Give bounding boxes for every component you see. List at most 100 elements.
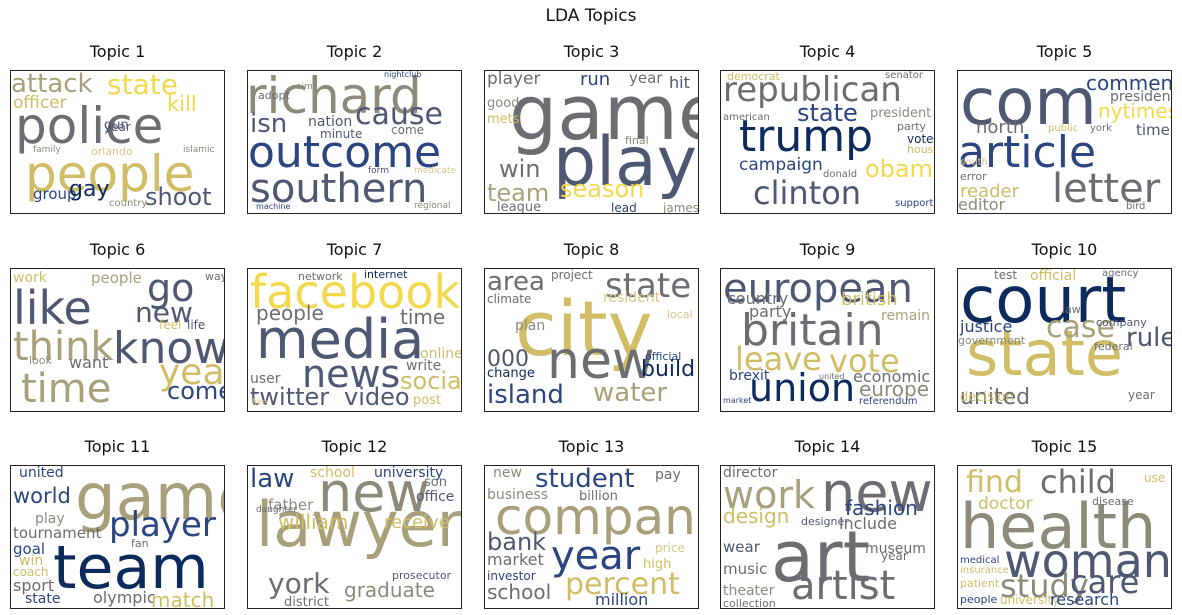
topic-panel: Topic 15 health woman child find use doctor dis…	[957, 437, 1172, 609]
topic-word: bird	[1126, 201, 1146, 212]
topic-word: team	[487, 179, 550, 207]
topic-panel: Topic 4 republican trump clinton state democr…	[720, 42, 935, 214]
topic-panel: Topic 1 police people attack state officer kil…	[10, 42, 225, 214]
topic-word: union	[749, 366, 856, 410]
topic-word: james	[663, 201, 699, 214]
topic-word: look	[29, 354, 52, 367]
topic-word: justice	[960, 317, 1013, 336]
topic-word: investor	[487, 569, 536, 583]
word-cloud: lawyer new law school university son father off…	[247, 465, 462, 609]
topic-word: like	[13, 281, 92, 335]
topic-word: public	[1048, 123, 1079, 134]
word-cloud: com article letter comment president nytimes n…	[957, 70, 1172, 214]
topic-word: student	[535, 465, 635, 494]
topic-word: officer	[13, 93, 67, 113]
topic-word: senator	[885, 70, 923, 81]
topic-panel: Topic 14 art new artist work director fashion d…	[720, 437, 935, 609]
topic-word: article	[958, 127, 1097, 178]
topic-word: team	[53, 533, 209, 603]
topic-word: brexit	[729, 368, 770, 384]
topic-word: people	[91, 269, 142, 287]
topic-word: democrat	[727, 70, 780, 83]
topic-word: new	[547, 331, 655, 391]
topic-word: clinton	[753, 174, 862, 212]
topic-word: president	[870, 106, 932, 121]
topic-word: goal	[13, 540, 46, 558]
word-cloud: city new state area project resident climate lo…	[484, 268, 699, 412]
topic-word: year	[159, 352, 225, 393]
topic-word: nytimes	[1098, 99, 1172, 123]
topic-word: reader	[960, 181, 1020, 202]
topic-word: year	[629, 70, 663, 87]
topic-word: study	[1000, 567, 1089, 605]
topic-word: year	[104, 120, 131, 134]
topic-word: year	[1128, 388, 1155, 402]
topic-word: doctor	[978, 494, 1033, 514]
topic-word: wear	[723, 538, 760, 556]
topic-word: child	[1040, 465, 1116, 501]
topic-word: nightclub	[384, 70, 422, 79]
topic-panel: Topic 10 court state case rule justice united t…	[957, 240, 1172, 412]
topic-word: kill	[167, 92, 197, 116]
topic-word: state	[25, 591, 61, 607]
word-cloud: police people attack state officer kill gun yea…	[10, 70, 225, 214]
topic-word: york	[1090, 123, 1112, 134]
topic-word: media	[256, 308, 425, 371]
topic-word: patient	[960, 577, 1000, 590]
topic-word: remain	[881, 308, 931, 324]
topic-word: trump	[739, 111, 874, 162]
topic-word: police	[15, 97, 164, 155]
topic-word: agency	[1102, 268, 1139, 279]
topic-word: southern	[250, 166, 428, 212]
topic-word: country	[727, 289, 789, 308]
topic-word: win	[19, 553, 44, 569]
topic-word: letter	[1052, 166, 1161, 212]
topic-word: twitter	[250, 383, 330, 411]
word-cloud: european britain union vote leave country brit…	[720, 268, 935, 412]
topic-word: year	[551, 533, 641, 579]
topic-word: percent	[565, 567, 680, 602]
topic-word: york	[268, 567, 330, 600]
topic-word: error	[960, 170, 987, 183]
topic-word: season	[560, 175, 645, 203]
topic-word: orlando	[91, 145, 133, 158]
topic-word: district	[284, 595, 329, 609]
topic-word: research	[1050, 590, 1120, 609]
topic-word: british	[841, 289, 898, 310]
topic-word: house	[907, 143, 934, 156]
topic-word: network	[298, 270, 343, 283]
topic-word: university	[1000, 593, 1060, 607]
topic-word: fan	[131, 537, 149, 550]
topic-panel: Topic 13 companyyearpercent student new pay b…	[484, 437, 699, 609]
topic-word: court	[960, 268, 1127, 338]
topic-word: include	[839, 514, 897, 533]
topic-word: gay	[69, 177, 110, 202]
topic-title: Topic 13	[558, 437, 625, 456]
topic-word: hit	[669, 73, 690, 92]
topic-word: son	[424, 475, 447, 490]
topic-word: final	[625, 134, 649, 147]
word-cloud: health woman child find use doctor disease stud…	[957, 465, 1172, 609]
topic-title: Topic 4	[799, 42, 856, 61]
topic-word: new	[135, 296, 193, 329]
topic-word: world	[13, 484, 71, 508]
topic-word: water	[593, 378, 668, 408]
topic-word: europe	[859, 377, 929, 401]
topic-word: video	[344, 383, 410, 411]
topic-word: economic	[853, 367, 931, 386]
topic-word: player	[109, 505, 216, 545]
topic-panel: Topic 5 com article letter comment president n…	[957, 42, 1172, 214]
topic-word: feel	[159, 318, 182, 332]
topic-word: government	[958, 334, 1026, 347]
topic-word: medical	[960, 555, 1000, 566]
topic-word: party	[749, 302, 792, 321]
topic-word: law	[1062, 303, 1081, 316]
topic-word: director	[723, 465, 778, 481]
topic-word: richard	[247, 70, 422, 125]
topic-word: daughter	[256, 505, 298, 515]
topic-word: use	[1144, 471, 1166, 485]
topic-word: regional	[414, 201, 451, 211]
topic-word: climate	[487, 292, 532, 306]
topic-word: care	[1070, 563, 1140, 601]
